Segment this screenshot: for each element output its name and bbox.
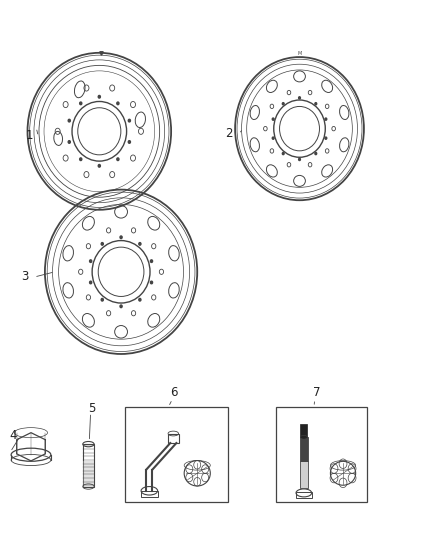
Circle shape <box>299 97 300 99</box>
Ellipse shape <box>300 435 307 439</box>
Circle shape <box>120 305 122 308</box>
Bar <box>300 461 308 488</box>
Circle shape <box>139 243 141 245</box>
Circle shape <box>315 103 317 105</box>
Bar <box>125 407 228 503</box>
Circle shape <box>90 281 92 284</box>
Bar <box>83 461 94 487</box>
Circle shape <box>68 141 71 143</box>
Bar <box>300 437 308 461</box>
Circle shape <box>101 298 103 301</box>
Circle shape <box>101 243 103 245</box>
Bar <box>83 444 94 487</box>
Text: M: M <box>297 51 302 56</box>
Circle shape <box>139 298 141 301</box>
Text: 1: 1 <box>25 129 33 142</box>
Circle shape <box>80 158 82 160</box>
Circle shape <box>117 158 119 160</box>
Bar <box>168 433 179 443</box>
Circle shape <box>117 102 119 104</box>
Text: 7: 7 <box>313 386 320 399</box>
Circle shape <box>90 260 92 262</box>
Circle shape <box>120 236 122 239</box>
Bar <box>300 424 307 437</box>
Circle shape <box>283 152 284 155</box>
Circle shape <box>283 103 284 105</box>
Circle shape <box>150 281 152 284</box>
Text: 5: 5 <box>88 402 96 415</box>
Circle shape <box>128 141 131 143</box>
Text: 6: 6 <box>170 386 178 399</box>
Bar <box>276 407 367 503</box>
Circle shape <box>325 137 327 139</box>
Circle shape <box>80 102 82 104</box>
Circle shape <box>325 118 327 120</box>
Circle shape <box>128 119 131 122</box>
Circle shape <box>299 158 300 160</box>
Text: 4: 4 <box>9 429 17 442</box>
Circle shape <box>150 260 152 262</box>
Bar <box>141 491 158 497</box>
Circle shape <box>98 165 100 167</box>
Bar <box>296 492 312 498</box>
Circle shape <box>68 119 71 122</box>
Circle shape <box>315 152 317 155</box>
Text: 3: 3 <box>21 270 28 282</box>
Text: 2: 2 <box>226 127 233 140</box>
Circle shape <box>272 137 274 139</box>
Circle shape <box>272 118 274 120</box>
Circle shape <box>98 95 100 98</box>
